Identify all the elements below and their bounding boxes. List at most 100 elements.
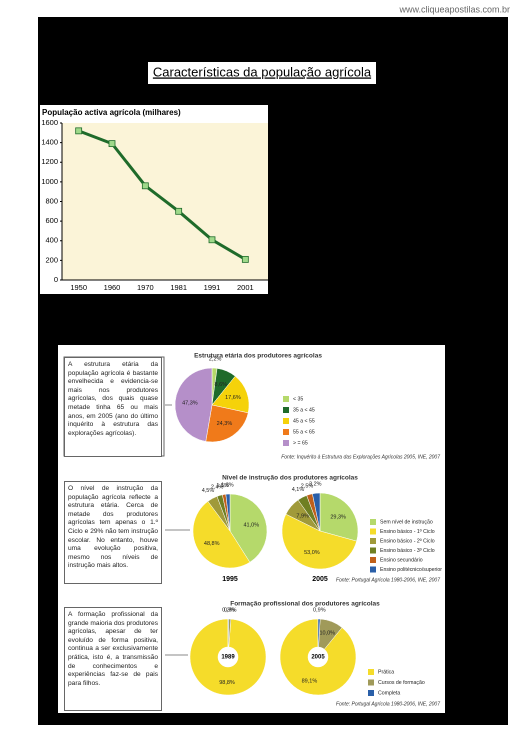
value-label: 53,0%	[304, 550, 320, 556]
x-tick-label: 1991	[204, 283, 221, 292]
y-tick-label: 1400	[41, 138, 58, 147]
legend-swatch	[283, 429, 289, 435]
legend-label: Sem nível de instrução	[380, 519, 433, 525]
source: Fonte: Inquérito à Estrutura das Explora…	[281, 454, 440, 460]
legend-swatch	[370, 566, 376, 573]
legend-swatch	[368, 669, 374, 675]
value-label: 0,3%	[222, 607, 235, 613]
marker	[241, 255, 249, 263]
value-label: 2,5%	[301, 483, 314, 489]
value-label: 3,2%	[309, 482, 322, 488]
chart-title: Formação profissional dos produtores agr…	[230, 601, 380, 608]
series-label: 1995	[222, 576, 238, 583]
value-label: 89,1%	[302, 679, 318, 685]
series-label: 2005	[311, 655, 325, 661]
y-tick-label: 600	[45, 216, 58, 225]
note: A estrutura etária da população agrícola…	[64, 357, 162, 457]
marker	[141, 182, 149, 190]
note: O nível de instrução da população agríco…	[64, 481, 162, 584]
value-label: 41,0%	[244, 522, 260, 528]
value-label: 24,3%	[217, 421, 233, 427]
legend-label: Ensino básico - 2º Ciclo	[380, 538, 435, 544]
source: Fonte: Portugal Agrícola 1980-2006, INE,…	[336, 701, 440, 707]
pie-slice	[312, 492, 321, 532]
legend-label: Cursos de formação	[378, 680, 425, 686]
legend-label: Ensino básico - 1º Ciclo	[380, 529, 435, 535]
pie-slice	[211, 375, 250, 414]
pie-slice	[205, 404, 249, 443]
value-label: 2,4%	[211, 484, 224, 490]
value-label: 10,0%	[319, 631, 335, 637]
pie-slice	[319, 492, 359, 542]
marker	[208, 236, 216, 244]
value-label: 4,1%	[292, 487, 305, 493]
value-label: 98,8%	[219, 680, 235, 686]
legend-label: Completa	[378, 690, 400, 696]
pie-slice	[225, 493, 231, 532]
title-box	[148, 62, 376, 84]
page-title: Características da população agrícola	[153, 64, 372, 79]
legend-swatch	[370, 519, 376, 525]
x-tick-label: 1950	[70, 283, 87, 292]
legend-label: Ensino politécnico/superior	[380, 567, 442, 573]
legend-swatch	[370, 547, 376, 554]
value-label: 47,3%	[182, 401, 198, 407]
legend-swatch	[368, 679, 374, 686]
value-label: 48,8%	[204, 541, 220, 547]
legend-label: Prática	[378, 669, 394, 675]
value-label: 1,5%	[216, 483, 229, 489]
x-tick-label: 1981	[170, 283, 187, 292]
legend-swatch	[283, 418, 289, 424]
value-label: 1,8%	[221, 483, 234, 489]
series-label: 1989	[221, 655, 235, 661]
chart-title: Nível de instrução dos produtores agríco…	[222, 475, 358, 482]
y-tick-label: 200	[45, 255, 58, 264]
y-tick-label: 1000	[41, 177, 58, 186]
value-label: 0,9%	[224, 608, 237, 614]
legend-label: < 35	[293, 396, 303, 402]
chart-title: Estrutura etária dos produtores agrícola…	[194, 353, 322, 360]
chart-title: População activa agrícola (milhares)	[42, 108, 181, 117]
pie-slice	[281, 513, 357, 570]
legend-label: > = 65	[293, 440, 308, 446]
value-label: 8,6%	[215, 382, 228, 388]
y-tick-label: 400	[45, 236, 58, 245]
legend-label: 45 a < 55	[293, 418, 315, 424]
line	[78, 129, 247, 261]
series-label: 2005	[312, 576, 328, 583]
x-tick-label: 1970	[137, 283, 154, 292]
legend-swatch	[283, 396, 289, 402]
legend-label: Ensino secundário	[380, 557, 423, 563]
source: Fonte: Portugal Agrícola 1980-2006, INE,…	[336, 577, 440, 583]
legend-label: Ensino básico - 3º Ciclo	[380, 548, 435, 554]
watermark: www.cliqueapostilas.com.br	[398, 4, 510, 14]
y-tick-label: 1200	[41, 157, 58, 166]
legend-label: 55 a < 65	[293, 429, 315, 435]
x-tick-label: 2001	[237, 283, 254, 292]
legend-swatch	[370, 557, 376, 563]
value-label: 7,9%	[296, 514, 309, 520]
donut-hole	[218, 647, 238, 667]
y-tick-label: 1600	[41, 118, 58, 127]
marker	[175, 207, 183, 215]
legend-swatch	[370, 538, 376, 544]
donut-hole	[308, 647, 328, 667]
value-label: 0,9%	[313, 607, 326, 613]
legend-swatch	[368, 690, 374, 696]
pie-slice	[192, 500, 251, 569]
value-label: 4,5%	[202, 488, 215, 494]
legend-swatch	[283, 407, 289, 413]
legend-swatch	[370, 528, 376, 535]
value-label: 29,3%	[330, 515, 346, 521]
legend-label: 35 a < 45	[293, 407, 315, 413]
marker	[108, 140, 116, 148]
note: A formação profissional da grande maiori…	[64, 607, 162, 711]
value-label: 2,2%	[209, 357, 222, 363]
legend-swatch	[283, 440, 289, 446]
pie-slice	[174, 367, 213, 442]
value-label: 17,6%	[225, 395, 241, 401]
marker	[75, 127, 83, 135]
y-tick-label: 800	[45, 196, 58, 205]
x-tick-label: 1960	[104, 283, 121, 292]
